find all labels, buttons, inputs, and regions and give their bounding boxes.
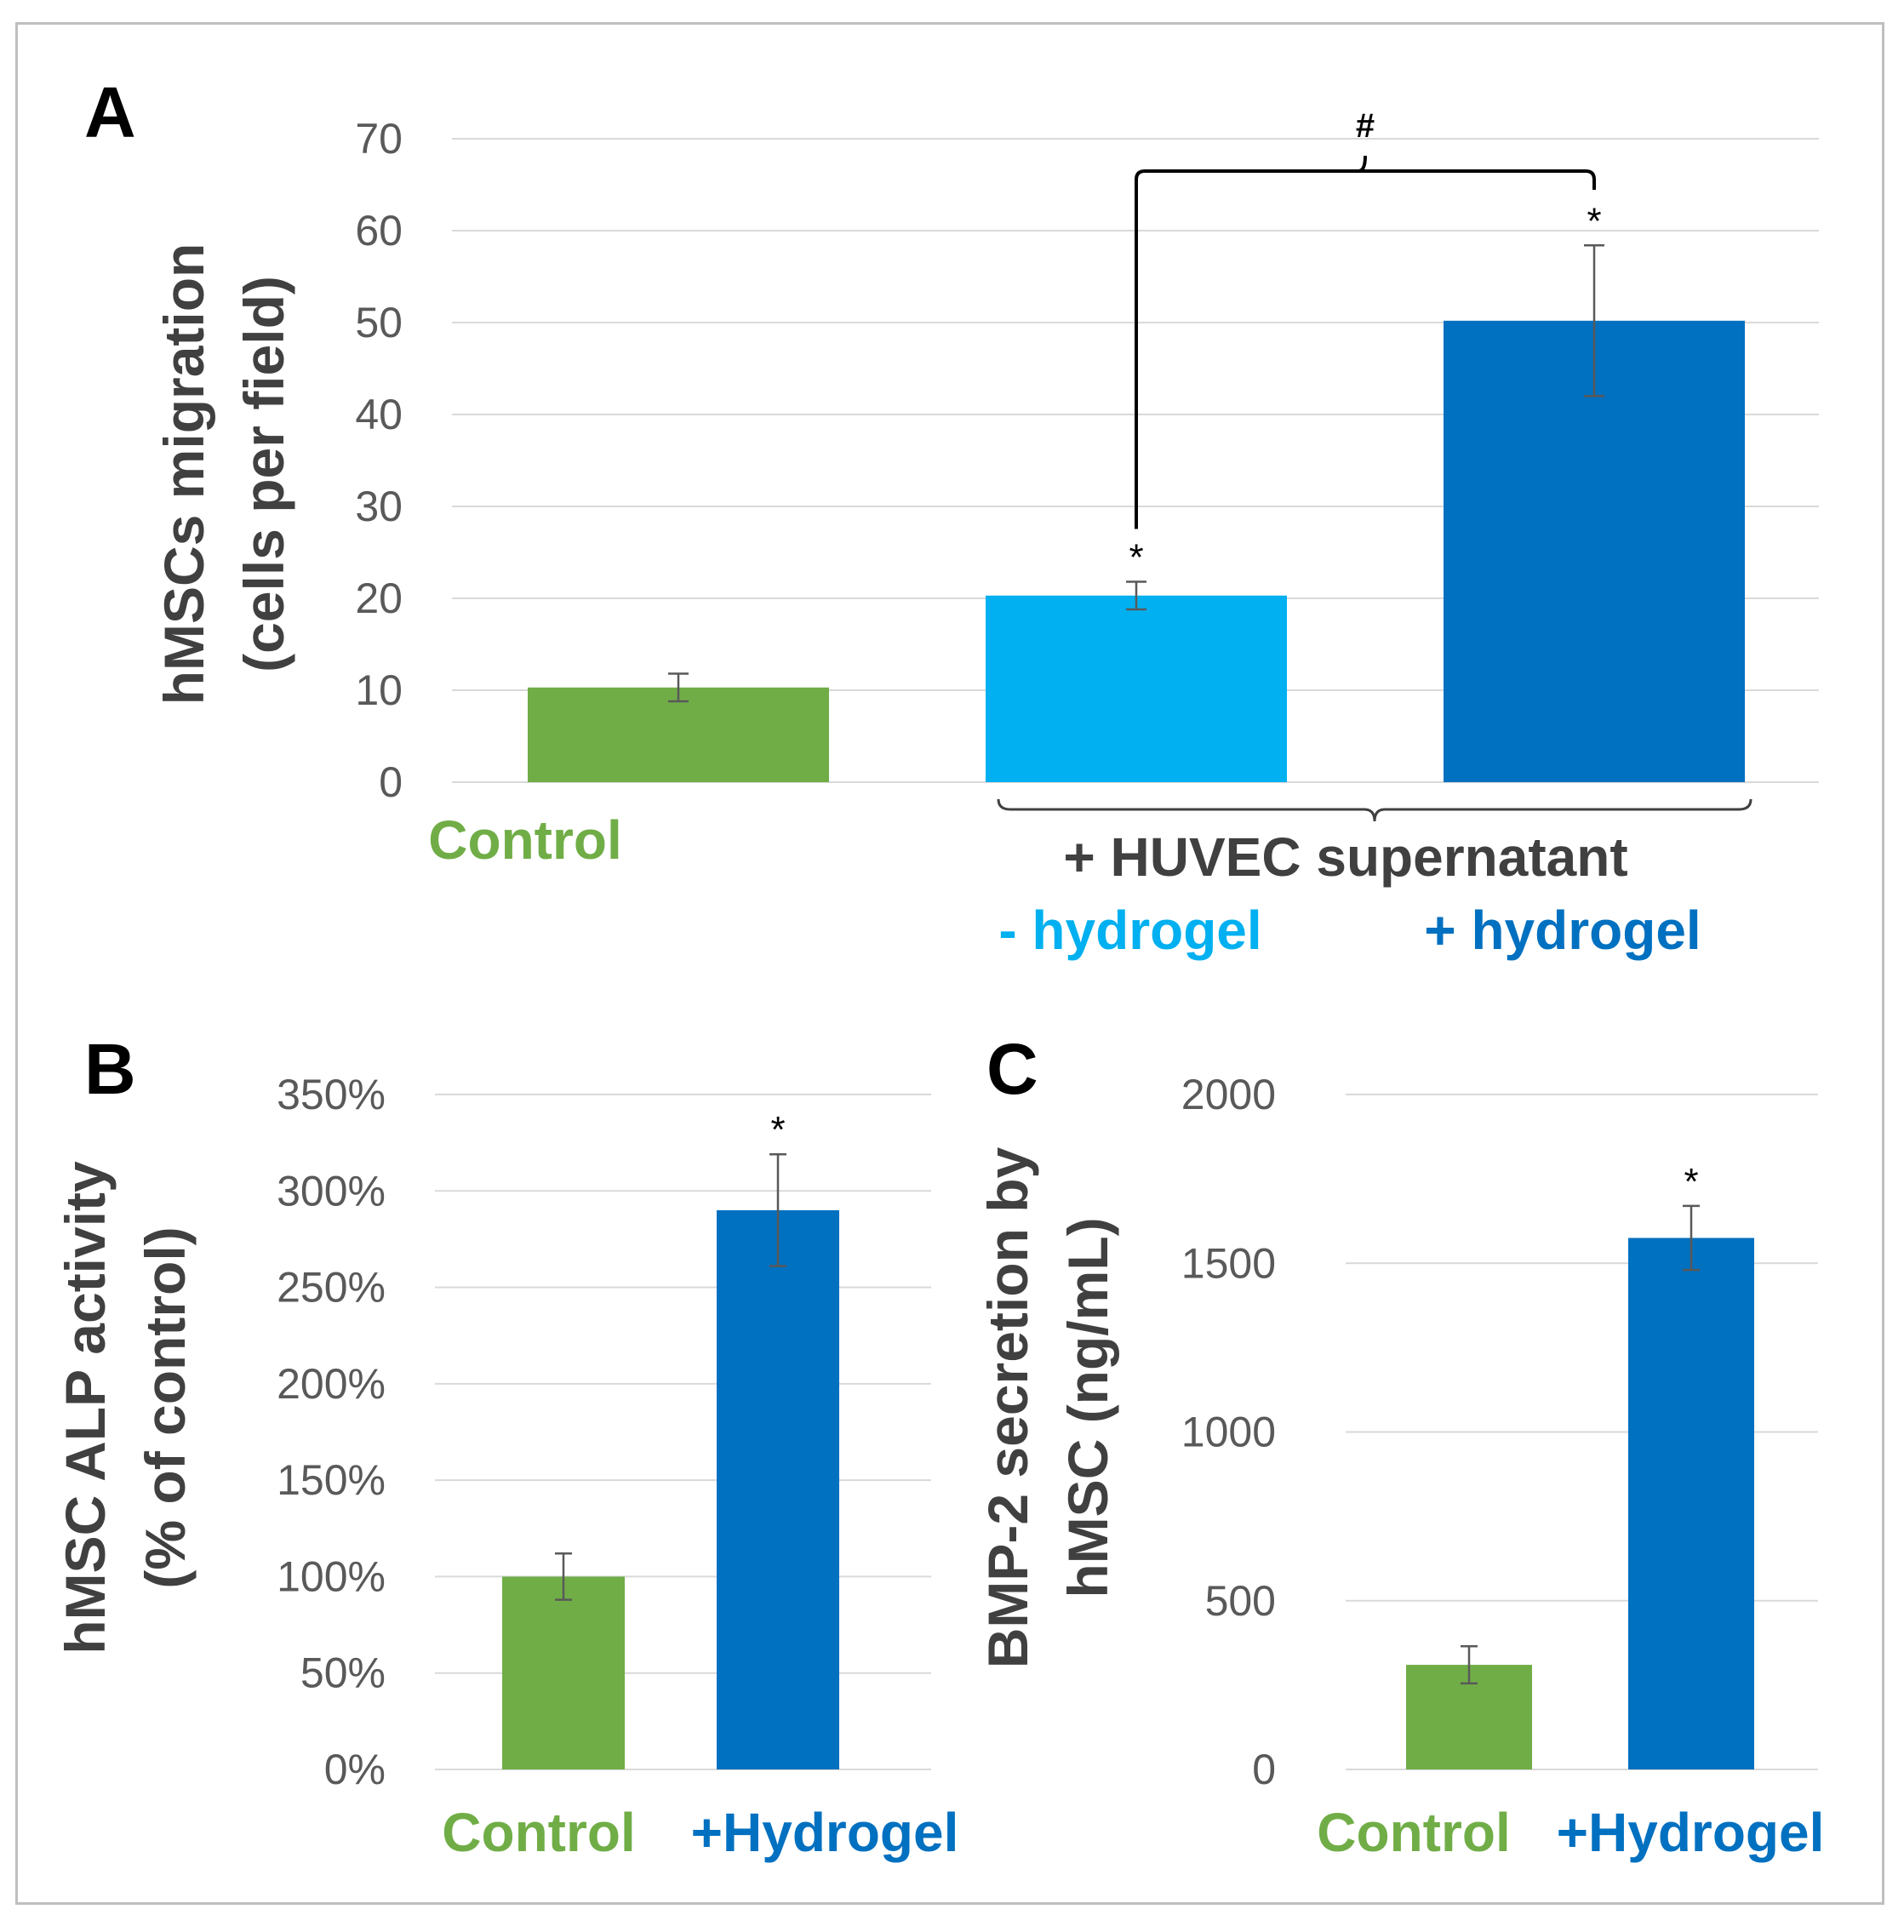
panel-b-tick-label: 100% <box>277 1552 386 1600</box>
panel-a-error-bar <box>668 672 689 703</box>
panel-a-bracket-notch <box>1358 155 1367 173</box>
panel-a-cat-minus-hydrogel: - hydrogel <box>998 900 1261 961</box>
panel-a-error-bar <box>1126 580 1146 611</box>
panel-b-significance-star: * <box>770 1109 785 1151</box>
panel-a-error-bar <box>1584 244 1604 397</box>
panel-a-tick-label: 0 <box>379 758 403 806</box>
panel-b-y-ticks: 0% 50% 100% 150% 200% 250% 300% 350% <box>277 1071 386 1793</box>
panel-b-ylabel-line2: (% of control) <box>134 1226 197 1588</box>
panel-b-tick-label: 350% <box>277 1071 386 1118</box>
panel-b-tick-label: 250% <box>277 1264 386 1312</box>
panel-c-error-bars <box>1461 1204 1700 1685</box>
panel-b-cat-control: Control <box>442 1802 636 1863</box>
panel-b-cat-hydrogel: +Hydrogel <box>691 1802 959 1863</box>
panel-c: C 0 500 1000 1500 2000 BMP-2 secretion by hM… <box>976 1029 1824 1863</box>
panel-a-group-brace <box>997 798 1752 822</box>
panel-c-ylabel-line1: BMP-2 secretion by <box>976 1146 1039 1668</box>
panel-a-tick-label: 30 <box>355 483 403 530</box>
panel-b-tick-label: 0% <box>324 1746 386 1793</box>
panel-c-error-bar <box>1461 1645 1478 1685</box>
panel-c-tick-label: 1500 <box>1181 1239 1276 1287</box>
panel-c-tick-label: 500 <box>1205 1577 1276 1625</box>
panel-c-cat-control: Control <box>1317 1802 1511 1863</box>
panel-b-error-bar <box>555 1552 572 1601</box>
panel-a-letter: A <box>84 72 136 152</box>
panel-b-ylabel-line1: hMSC ALP activity <box>54 1161 117 1655</box>
panel-a-tick-label: 50 <box>355 299 403 346</box>
panel-a-tick-label: 10 <box>355 666 403 714</box>
panel-c-significance: * <box>1684 1161 1698 1203</box>
panel-c-cat-hydrogel: +Hydrogel <box>1557 1802 1825 1863</box>
panel-a-hash-marker: # <box>1356 107 1375 145</box>
figure-frame: A 0 10 20 30 40 50 60 70 hMSCs migration (cells… <box>15 22 1884 1905</box>
panel-c-tick-label: 0 <box>1252 1746 1276 1793</box>
panel-b-tick-label: 150% <box>277 1456 386 1504</box>
panel-a-ylabel-line1: hMSCs migration <box>152 243 215 706</box>
panel-c-y-ticks: 0 500 1000 1500 2000 <box>1181 1071 1276 1793</box>
panel-c-tick-label: 1000 <box>1181 1409 1276 1456</box>
panel-a-error-bars <box>668 244 1604 703</box>
panel-b-bar <box>502 1576 625 1769</box>
panel-a-cat-control: Control <box>428 809 622 871</box>
panel-a-significance: ** <box>1129 200 1601 578</box>
panel-a-cat-plus-hydrogel: + hydrogel <box>1424 900 1701 961</box>
panel-a-tick-label: 60 <box>355 207 403 254</box>
panel-a-bar <box>528 687 829 782</box>
panel-c-bar <box>1628 1238 1754 1769</box>
panel-b-significance: * <box>770 1109 785 1151</box>
panel-c-bars <box>1406 1238 1754 1769</box>
panel-b-tick-label: 50% <box>300 1649 386 1697</box>
panel-a-ylabel-line2: (cells per field) <box>232 276 295 672</box>
panel-a-bar <box>1444 320 1745 783</box>
panel-b-error-bar <box>769 1152 786 1267</box>
panel-c-error-bar <box>1683 1204 1700 1272</box>
panel-b: B 0% 50% 100% 150% 200% 250% 300% 350% hMSC ALP… <box>54 1029 958 1863</box>
figure-svg: A 0 10 20 30 40 50 60 70 hMSCs migration (cells… <box>54 72 1824 1863</box>
panel-a: A 0 10 20 30 40 50 60 70 hMSCs migration (cells… <box>84 72 1819 961</box>
panel-b-bars <box>502 1209 839 1769</box>
panel-c-ylabel-line2: hMSC (ng/mL) <box>1056 1217 1119 1598</box>
panel-c-tick-label: 2000 <box>1181 1071 1276 1118</box>
panel-a-bars <box>528 320 1745 783</box>
panel-b-letter: B <box>84 1029 136 1109</box>
panel-a-group-label: + HUVEC supernatant <box>1063 826 1627 888</box>
panel-b-error-bars <box>555 1152 786 1601</box>
panel-a-tick-label: 70 <box>355 115 403 163</box>
panel-c-significance-star: * <box>1684 1161 1698 1203</box>
panel-b-bar <box>717 1209 839 1769</box>
panel-b-tick-label: 300% <box>277 1167 386 1215</box>
panel-a-tick-label: 40 <box>355 391 403 438</box>
panel-c-letter: C <box>986 1029 1038 1109</box>
panel-a-tick-label: 20 <box>355 574 403 622</box>
panel-a-bar <box>986 595 1287 782</box>
panel-a-comparison-bracket <box>1135 169 1596 529</box>
panel-a-significance-star: * <box>1587 200 1601 242</box>
panel-a-significance-star: * <box>1129 537 1143 579</box>
panel-b-tick-label: 200% <box>277 1360 386 1408</box>
panel-a-y-ticks: 0 10 20 30 40 50 60 70 <box>355 115 403 806</box>
